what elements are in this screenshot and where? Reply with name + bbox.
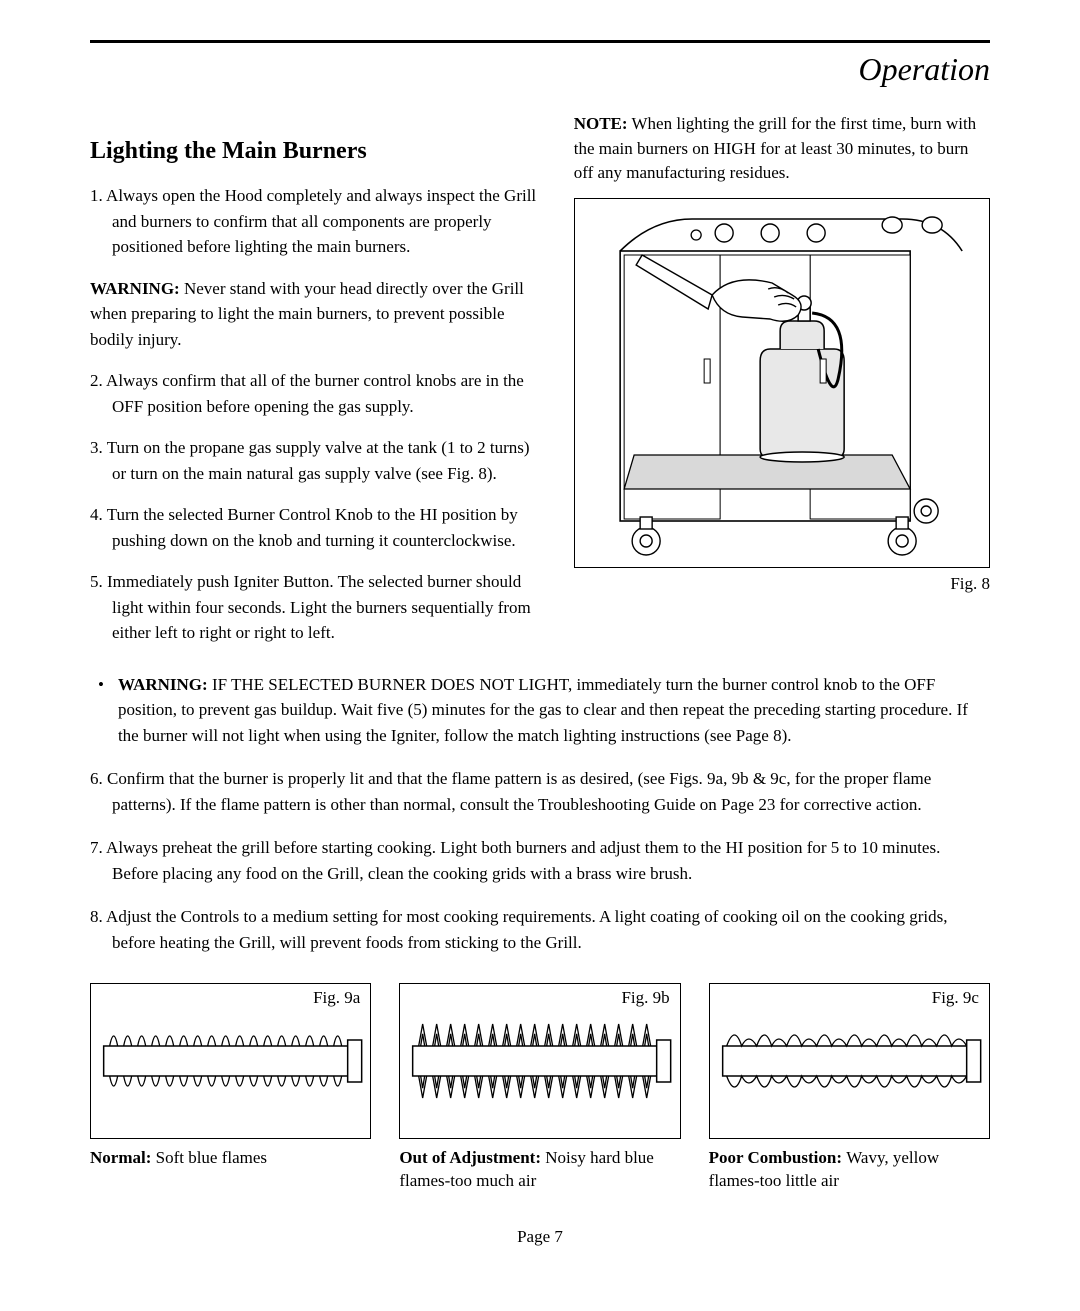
note-text: When lighting the grill for the first ti… xyxy=(574,114,976,182)
flame-figure-box: Fig. 9c xyxy=(709,983,990,1139)
note-block: NOTE: When lighting the grill for the fi… xyxy=(574,112,990,186)
bullet-warning: • WARNING: IF THE SELECTED BURNER DOES N… xyxy=(98,672,990,749)
flame-caption: Poor Combustion: Wavy, yellow flames-too… xyxy=(709,1147,990,1193)
section-title: Operation xyxy=(90,51,990,88)
step-list-left: 1. Always open the Hood completely and a… xyxy=(90,183,546,646)
step-item: 4. Turn the selected Burner Control Knob… xyxy=(90,502,546,553)
figure-8-box xyxy=(574,198,990,568)
step-item: 2. Always confirm that all of the burner… xyxy=(90,368,546,419)
step-item: 7. Always preheat the grill before start… xyxy=(90,835,990,886)
bullet-warning-body: IF THE SELECTED BURNER DOES NOT LIGHT, i… xyxy=(118,675,968,745)
top-rule xyxy=(90,40,990,43)
flame-figure-row: Fig. 9a Normal: Soft blue flames Fig. 9b Ou… xyxy=(90,983,990,1193)
left-column: Lighting the Main Burners 1. Always open… xyxy=(90,112,546,662)
flame-caption: Normal: Soft blue flames xyxy=(90,1147,371,1170)
subheading: Lighting the Main Burners xyxy=(90,138,546,165)
figure-8-label: Fig. 8 xyxy=(574,574,990,594)
two-column-layout: Lighting the Main Burners 1. Always open… xyxy=(90,112,990,662)
flame-figure-label: Fig. 9a xyxy=(313,988,360,1008)
step-item: 1. Always open the Hood completely and a… xyxy=(90,183,546,260)
bullet-warning-prefix: WARNING: xyxy=(118,675,208,694)
step-item: 3. Turn on the propane gas supply valve … xyxy=(90,435,546,486)
right-column: NOTE: When lighting the grill for the fi… xyxy=(574,112,990,662)
flame-figure-label: Fig. 9b xyxy=(621,988,669,1008)
note-prefix: NOTE: xyxy=(574,114,628,133)
flame-figure-box: Fig. 9b xyxy=(399,983,680,1139)
step-item: 5. Immediately push Igniter Button. The … xyxy=(90,569,546,646)
flame-cell: Fig. 9c Poor Combustion: Wavy, yellow fla… xyxy=(709,983,990,1193)
bullet-dot: • xyxy=(98,672,104,749)
page-number: Page 7 xyxy=(90,1227,990,1247)
flame-cell: Fig. 9b Out of Adjustment: Noisy hard blu… xyxy=(399,983,680,1193)
step-item: 8. Adjust the Controls to a medium setti… xyxy=(90,904,990,955)
flame-figure-label: Fig. 9c xyxy=(932,988,979,1008)
page-container: Operation Lighting the Main Burners 1. A… xyxy=(0,0,1080,1277)
flame-caption: Out of Adjustment: Noisy hard blue flame… xyxy=(399,1147,680,1193)
flame-cell: Fig. 9a Normal: Soft blue flames xyxy=(90,983,371,1193)
flame-figure-box: Fig. 9a xyxy=(90,983,371,1139)
inline-warning: WARNING: Never stand with your head dire… xyxy=(90,276,546,353)
figure-8-illustration xyxy=(575,199,989,567)
bullet-warning-text: WARNING: IF THE SELECTED BURNER DOES NOT… xyxy=(118,672,990,749)
step-item: 6. Confirm that the burner is properly l… xyxy=(90,766,990,817)
step-list-full: 6. Confirm that the burner is properly l… xyxy=(90,766,990,955)
